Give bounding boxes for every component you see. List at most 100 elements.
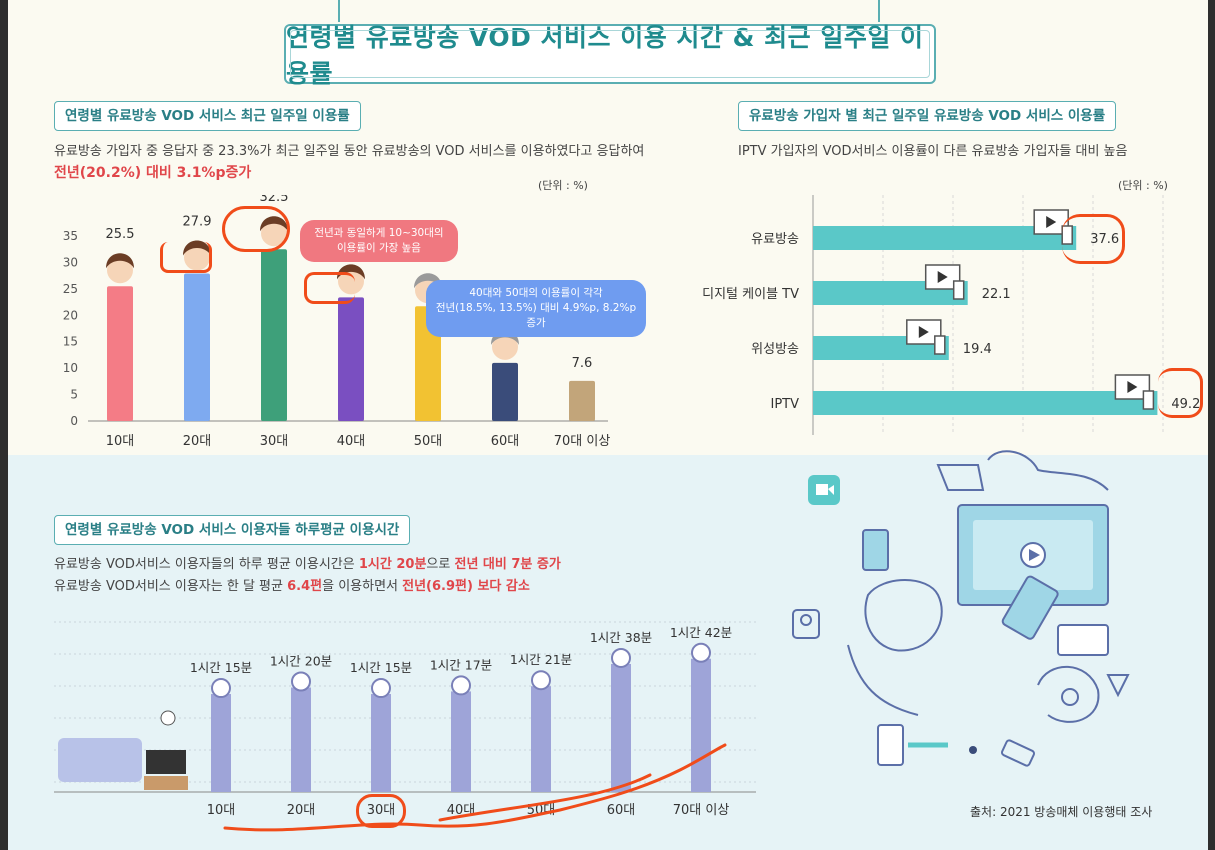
time-bar xyxy=(291,687,311,792)
age-bar xyxy=(107,286,133,421)
time-category-label: 60대 xyxy=(607,803,636,818)
platform-category-label: 위성방송 xyxy=(751,342,799,357)
callout-young-line2: 이용률이 가장 높음 xyxy=(337,242,421,254)
alarm-clock-icon xyxy=(451,675,471,696)
time-value-label: 1시간 20분 xyxy=(270,654,332,669)
platform-bar xyxy=(813,391,1158,415)
alarm-clock-icon xyxy=(531,670,551,691)
phone-icon xyxy=(1142,390,1155,410)
age-bar xyxy=(492,362,518,421)
annotation-mark-40s xyxy=(304,272,355,304)
section3-line1-a: 유료방송 VOD서비스 이용자들의 하루 평균 이용시간은 xyxy=(54,557,359,572)
time-category-label: 70대 이상 xyxy=(673,803,730,818)
platform-category-label: 유료방송 xyxy=(751,232,799,247)
age-value-label: 32.5 xyxy=(260,195,289,205)
section3-line2-b: 6.4편 xyxy=(287,579,323,594)
age-category-label: 50대 xyxy=(414,434,443,449)
tv-set-icon xyxy=(146,750,186,774)
y-tick-label: 15 xyxy=(63,335,78,349)
section3-tag: 연령별 유료방송 VOD 서비스 이용자들 하루평균 이용시간 xyxy=(54,515,411,545)
age-bar xyxy=(338,297,364,421)
person-hair-icon xyxy=(414,273,442,289)
play-icon xyxy=(937,271,948,283)
viewer-illustration xyxy=(792,450,1130,767)
phone-icon xyxy=(934,335,946,355)
age-category-label: 30대 xyxy=(260,434,289,449)
title-rail-left xyxy=(338,0,340,22)
person-hair-icon xyxy=(337,264,365,280)
section1-tag: 연령별 유료방송 VOD 서비스 최근 일주일 이용률 xyxy=(54,101,361,131)
time-bar xyxy=(611,663,631,792)
alarm-clock-icon xyxy=(291,671,311,692)
main-title: 연령별 유료방송 VOD 서비스 이용 시간 & 최근 일주일 이용률 xyxy=(286,23,924,88)
age-value-label: 27.9 xyxy=(183,215,212,230)
section3-line2-c: 을 이용하면서 xyxy=(322,579,403,594)
profile-badge-icon xyxy=(792,609,820,639)
age-bar xyxy=(184,273,210,421)
section1-unit: (단위 : %) xyxy=(538,179,588,192)
callout-young-line1: 전년과 동일하게 10~30대의 xyxy=(314,227,444,239)
section1-desc: 유료방송 가입자 중 응답자 중 23.3%가 최근 일주일 동안 유료방송의 … xyxy=(54,144,645,159)
phone-icon xyxy=(952,280,965,300)
y-tick-label: 0 xyxy=(70,414,78,428)
section3-line2: 유료방송 VOD서비스 이용자는 한 달 평균 6.4편을 이용하면서 전년(6… xyxy=(54,575,530,594)
alarm-clock-icon xyxy=(691,642,711,663)
time-value-label: 1시간 17분 xyxy=(430,657,492,672)
callout-bubble-middle: 40대와 50대의 이용률이 각각 전년(18.5%, 13.5%) 대비 4.… xyxy=(426,280,646,337)
time-value-label: 1시간 42분 xyxy=(670,625,732,640)
platform-value-label: 19.4 xyxy=(963,342,992,357)
callout-bubble-young: 전년과 동일하게 10~30대의 이용률이 가장 높음 xyxy=(300,220,458,262)
age-category-label: 70대 이상 xyxy=(554,434,611,449)
time-category-label: 50대 xyxy=(527,803,556,818)
time-category-label: 20대 xyxy=(287,803,316,818)
annotation-circle-30s xyxy=(222,206,290,252)
y-tick-label: 30 xyxy=(63,255,78,269)
alarm-clock-icon xyxy=(371,678,391,699)
tv-stand-icon xyxy=(144,776,188,790)
callout-middle-line1: 40대와 50대의 이용률이 각각 xyxy=(469,287,603,299)
section2-tag: 유료방송 가입자 별 최근 일주일 유료방송 VOD 서비스 이용률 xyxy=(738,101,1117,131)
age-category-label: 60대 xyxy=(491,434,520,449)
age-category-label: 40대 xyxy=(337,434,366,449)
y-tick-label: 10 xyxy=(63,361,78,375)
age-value-label: 7.6 xyxy=(572,356,593,371)
y-tick-label: 35 xyxy=(63,229,78,243)
section3-line1-d: 전년 대비 7분 증가 xyxy=(454,557,561,572)
sofa-icon xyxy=(58,738,142,782)
time-bar xyxy=(211,694,231,792)
time-value-label: 1시간 38분 xyxy=(590,630,652,645)
play-icon xyxy=(918,326,929,338)
age-value-label: 25.5 xyxy=(106,227,135,242)
platform-value-label: 22.1 xyxy=(982,287,1011,302)
section2-desc: IPTV 가입자의 VOD서비스 이용률이 다른 유료방송 가입자들 대비 높음 xyxy=(738,144,1128,159)
play-icon xyxy=(1127,381,1138,393)
platform-category-label: IPTV xyxy=(770,397,799,412)
section1-highlight: 전년(20.2%) 대비 3.1%p증가 xyxy=(54,165,252,181)
time-category-label: 40대 xyxy=(447,803,476,818)
infographic-page: 연령별 유료방송 VOD 서비스 이용 시간 & 최근 일주일 이용률 연령별 … xyxy=(8,0,1208,850)
annotation-mark-paytv xyxy=(1062,214,1125,264)
section3-line1: 유료방송 VOD서비스 이용자들의 하루 평균 이용시간은 1시간 20분으로 … xyxy=(54,553,561,572)
platform-value-label: 37.6 xyxy=(1090,232,1119,247)
play-icon xyxy=(1046,216,1057,228)
time-value-label: 1시간 15분 xyxy=(190,660,252,675)
person-head-icon xyxy=(184,244,210,271)
age-category-label: 20대 xyxy=(183,434,212,449)
time-bar xyxy=(451,691,471,792)
annotation-mark-20s xyxy=(160,242,212,273)
clock-icon xyxy=(160,710,176,726)
time-bar xyxy=(691,658,711,792)
time-bar xyxy=(371,694,391,792)
section3-line2-a: 유료방송 VOD서비스 이용자는 한 달 평균 xyxy=(54,579,288,594)
person-hair-icon xyxy=(106,253,134,269)
alarm-clock-icon xyxy=(611,647,631,668)
age-category-label: 10대 xyxy=(106,434,135,449)
y-tick-label: 25 xyxy=(63,282,78,296)
platform-category-label: 디지털 케이블 TV xyxy=(702,287,799,302)
section3-line1-c: 으로 xyxy=(426,557,455,572)
section2-unit: (단위 : %) xyxy=(1118,179,1168,192)
time-value-label: 1시간 15분 xyxy=(350,660,412,675)
age-bar xyxy=(569,380,595,421)
person-head-icon xyxy=(492,333,518,360)
